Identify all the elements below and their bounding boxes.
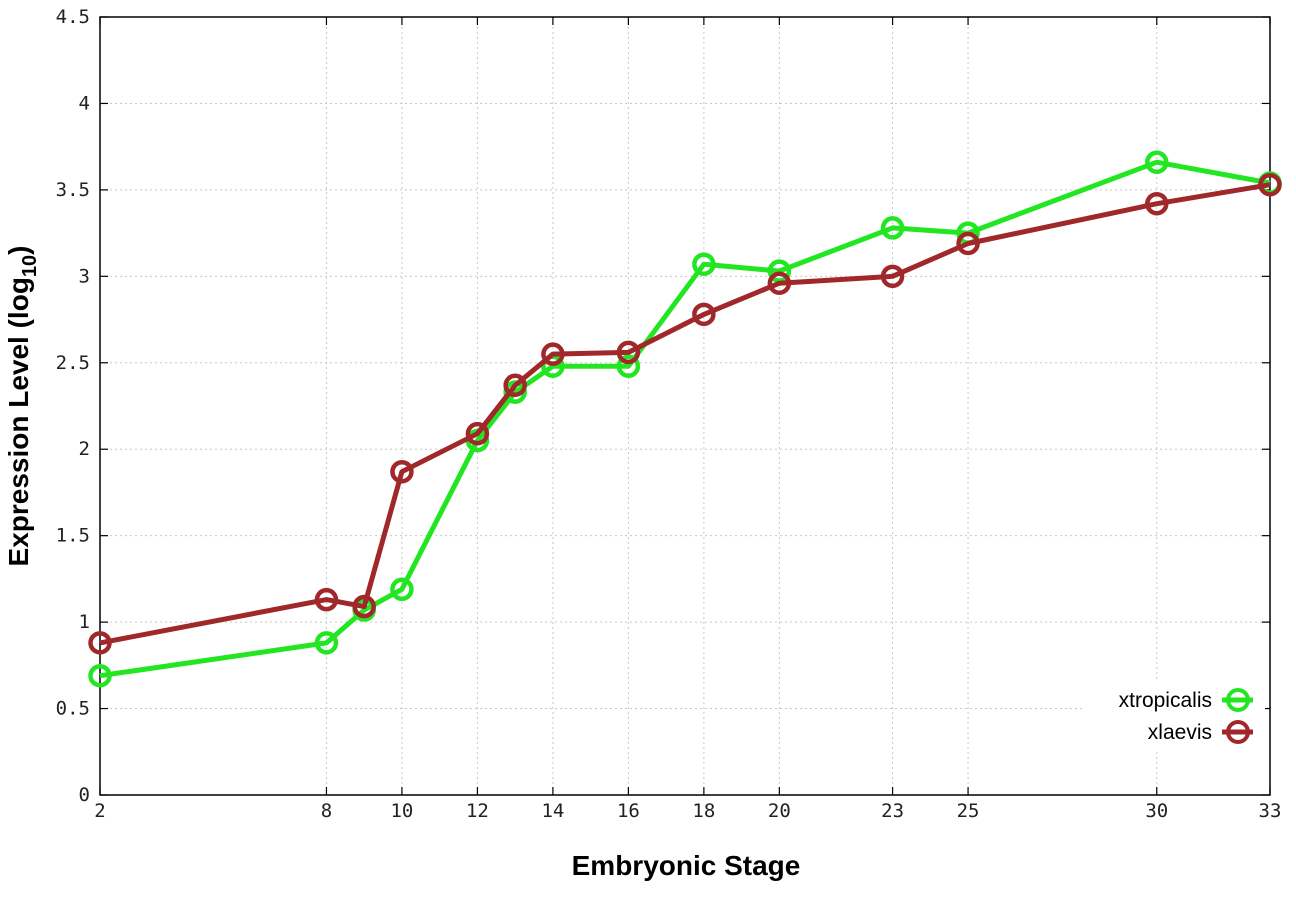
legend-marker-xlaevis [1226, 720, 1250, 744]
data-point-xlaevis [1145, 191, 1169, 216]
x-tick-label: 23 [881, 800, 904, 822]
data-point-xlaevis [88, 631, 112, 655]
y-tick-label: 3.5 [56, 179, 90, 201]
x-tick-label: 12 [466, 800, 489, 822]
legend: xtropicalis xlaevis [1085, 680, 1265, 750]
data-point-xtropicalis [767, 259, 792, 283]
y-axis-title-main: Expression Level (log [3, 277, 34, 566]
data-point-xtropicalis [692, 252, 716, 276]
data-point-xlaevis [880, 264, 905, 289]
legend-label-xtropicalis: xtropicalis [1119, 689, 1212, 712]
data-point-xlaevis [616, 340, 641, 365]
data-point-xlaevis [390, 459, 414, 484]
data-point-xlaevis [692, 302, 716, 327]
y-tick-label: 4.5 [56, 6, 90, 28]
x-tick-label: 20 [768, 800, 791, 822]
y-tick-label: 3 [79, 265, 90, 287]
x-tick-label: 33 [1259, 800, 1282, 822]
data-point-xtropicalis [88, 663, 112, 688]
series-xlaevis [88, 172, 1282, 655]
legend-marker-xtropicalis [1226, 688, 1250, 712]
y-tick-label: 2.5 [56, 352, 90, 374]
data-point-xlaevis [314, 587, 339, 612]
data-point-xlaevis [956, 231, 980, 256]
y-axis-title-subscript: 10 [19, 255, 41, 277]
x-tick-label: 30 [1145, 800, 1168, 822]
y-tick-label: 2 [79, 438, 90, 460]
data-point-xlaevis [767, 271, 792, 295]
x-tick-label: 10 [390, 800, 413, 822]
data-point-xtropicalis [616, 354, 641, 378]
series-line-xlaevis [99, 182, 1271, 646]
x-tick-label: 25 [957, 800, 980, 822]
data-point-xtropicalis [1145, 150, 1169, 174]
data-point-xlaevis [1258, 172, 1282, 197]
y-axis-title: Expression Level (log10) [3, 246, 41, 567]
series-layer [88, 150, 1282, 688]
plot-frame [99, 16, 1271, 796]
data-point-xlaevis [503, 373, 527, 398]
y-tick-label: 4 [79, 92, 90, 114]
series-line-xtropicalis [99, 159, 1271, 679]
x-tick-label: 8 [321, 800, 332, 822]
data-point-xtropicalis [314, 631, 339, 655]
series-xtropicalis [88, 150, 1282, 688]
y-tick-label: 1 [79, 611, 90, 633]
x-tick-label: 18 [692, 800, 715, 822]
data-point-xlaevis [465, 421, 490, 446]
data-point-xtropicalis [390, 577, 414, 602]
data-point-xlaevis [352, 594, 376, 619]
grid-lines [100, 17, 1270, 795]
y-tick-label: 0.5 [56, 698, 90, 720]
x-tick-label: 14 [541, 800, 564, 822]
x-axis-title: Embryonic Stage [572, 850, 801, 881]
y-tick-label: 0 [79, 784, 90, 806]
data-point-xlaevis [541, 342, 565, 366]
axis-ticks: 0 0.5 1 1.5 2 2.5 3 3.5 4 4.5 2 8 10 12 14 16 18 20 23 25 30… [56, 6, 1282, 822]
legend-label-xlaevis: xlaevis [1148, 721, 1212, 744]
data-point-xtropicalis [880, 216, 905, 240]
y-axis-title-close: ) [3, 246, 34, 255]
y-tick-label: 1.5 [56, 525, 90, 547]
x-tick-label: 2 [94, 800, 105, 822]
x-tick-label: 16 [617, 800, 640, 822]
